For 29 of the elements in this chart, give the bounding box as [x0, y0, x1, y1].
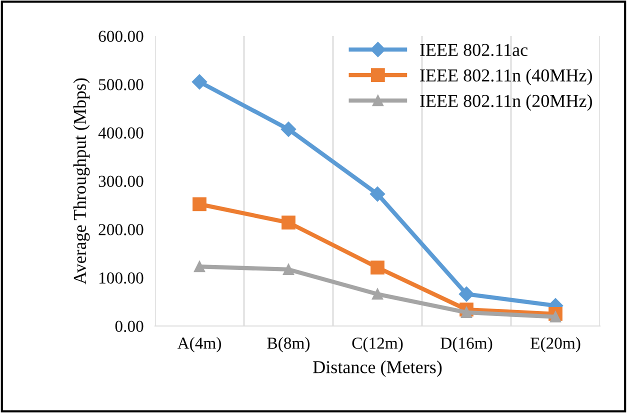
point [282, 216, 296, 230]
point [370, 186, 386, 202]
legend-label: IEEE 802.11ac [420, 44, 528, 56]
point [372, 288, 384, 300]
x-tick-label: E(20m) [530, 337, 580, 352]
point [282, 264, 294, 276]
point [460, 306, 472, 318]
legend-label: IEEE 802.11n (20MHz) [420, 94, 592, 111]
point [280, 122, 296, 137]
point [458, 286, 474, 302]
y-tick-label: 600.00 [98, 30, 144, 42]
y-tick-label: 300.00 [98, 176, 144, 188]
point [370, 260, 384, 274]
y-tick-label: 0.00 [115, 320, 144, 332]
legend-label: IEEE 802.11n (40MHz) [420, 68, 592, 86]
x-tick-label: C(12m) [352, 337, 403, 352]
y-tick-label: 500.00 [99, 79, 144, 90]
y-axis-title: Average Throughput (Mbps) [73, 78, 90, 284]
point [192, 74, 208, 90]
y-tick-label: 100.00 [100, 272, 144, 284]
x-tick-label: D(16m) [440, 337, 492, 352]
y-tick-label: 200.00 [98, 224, 144, 236]
x-axis-title: Distance (Meters) [313, 360, 442, 377]
y-tick-label: 400.00 [98, 127, 144, 139]
x-tick-label: A(4m) [177, 337, 221, 352]
point [550, 311, 562, 322]
point [194, 260, 206, 272]
point [192, 197, 206, 212]
x-tick-label: B(8m) [267, 337, 310, 352]
